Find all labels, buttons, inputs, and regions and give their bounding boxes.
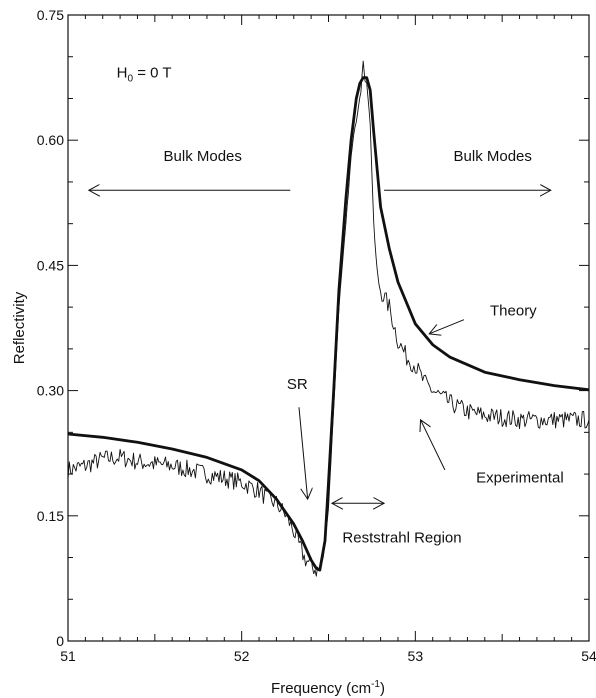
- x-tick-label: 52: [234, 648, 250, 664]
- y-tick-label: 0.60: [37, 132, 64, 148]
- y-tick-label: 0.45: [37, 257, 64, 273]
- bulk-modes-right-label: Bulk Modes: [454, 148, 532, 165]
- experimental-label: Experimental: [476, 469, 564, 486]
- x-axis-title: Frequency (cm-1): [271, 679, 385, 697]
- x-tick-label: 53: [408, 648, 424, 664]
- theory-series-line: [67, 76, 590, 572]
- reststrahl-region-label: Reststrahl Region: [342, 530, 461, 547]
- sr-label: SR: [287, 376, 308, 393]
- annotation-layer: Bulk Modes Bulk Modes Theory Experimental SR…: [89, 148, 564, 547]
- y-tick-label: 0: [56, 633, 64, 649]
- experimental-arrow: [421, 420, 446, 471]
- sr-arrow: [298, 407, 308, 499]
- y-axis-title: Reflectivity: [11, 291, 28, 364]
- theory-label: Theory: [490, 302, 537, 319]
- plot-frame: [67, 14, 590, 642]
- x-tick-label: 51: [60, 648, 76, 664]
- y-tick-label: 0.30: [37, 383, 64, 399]
- bulk-modes-left-label: Bulk Modes: [164, 148, 242, 165]
- theory-arrow: [429, 319, 465, 334]
- axis-tick-labels: 0 0.15 0.30 0.45 0.60 0.75 51 52 53 54: [37, 7, 596, 664]
- field-label: H0 = 0 T: [117, 65, 172, 85]
- y-tick-label: 0.15: [37, 508, 64, 524]
- axis-ticks: [67, 14, 590, 642]
- experimental-series-line: [67, 60, 590, 577]
- y-tick-label: 0.75: [37, 7, 64, 23]
- x-tick-label: 54: [581, 648, 596, 664]
- series-layer: [67, 60, 590, 577]
